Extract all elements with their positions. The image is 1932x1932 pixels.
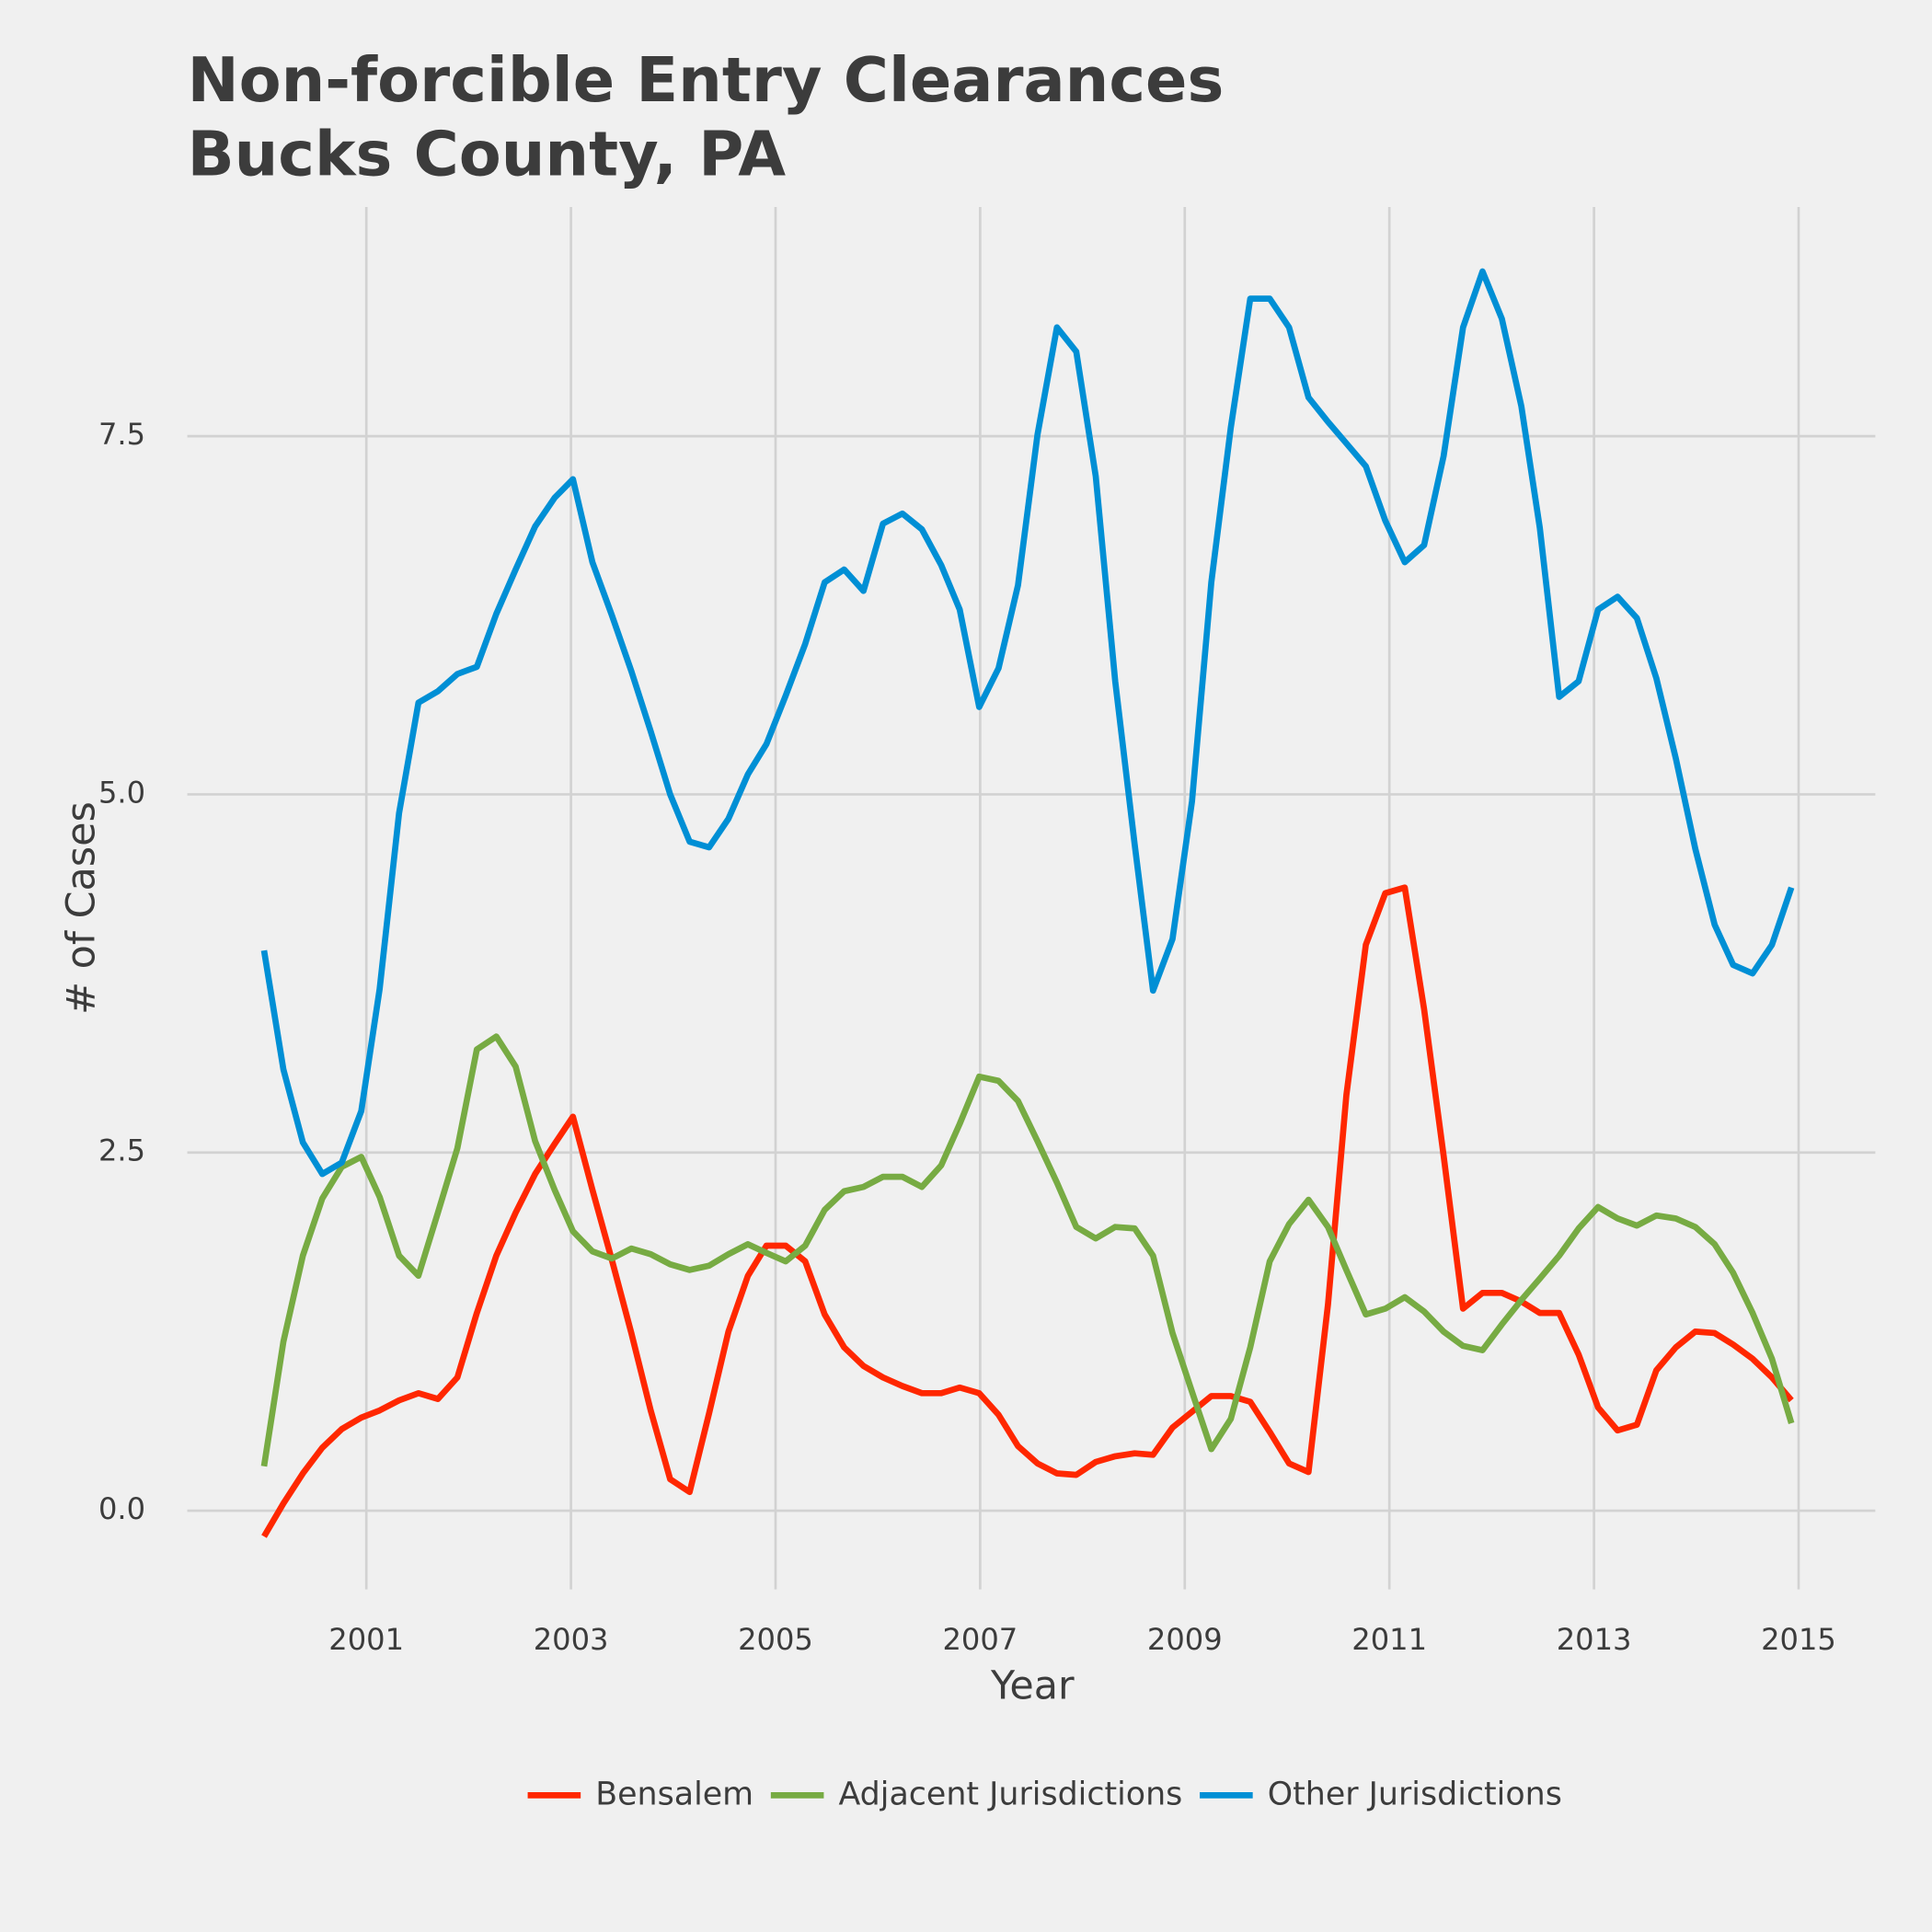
- chart-title: Non-forcible Entry Clearances Bucks Count…: [188, 44, 1225, 190]
- y-tick-label: 5.0: [98, 775, 145, 810]
- x-tick-label: 2005: [738, 1622, 813, 1657]
- y-tick-label: 2.5: [98, 1133, 145, 1168]
- legend-label: Other Jurisdictions: [1268, 1776, 1562, 1812]
- legend-label: Bensalem: [595, 1776, 753, 1812]
- legend-label: Adjacent Jurisdictions: [838, 1776, 1182, 1812]
- data-line: [260, 268, 1795, 1178]
- x-tick-label: 2007: [942, 1622, 1018, 1657]
- x-tick-label: 2001: [328, 1622, 404, 1657]
- y-axis-title: # of Cases: [59, 801, 105, 1015]
- data-line: [260, 1033, 1795, 1467]
- y-tick-label: 7.5: [98, 417, 145, 452]
- x-tick-label: 2013: [1557, 1622, 1632, 1657]
- x-tick-label: 2015: [1761, 1622, 1836, 1657]
- data-line: [261, 884, 1794, 1538]
- x-axis-title: Year: [990, 1662, 1075, 1708]
- x-tick-label: 2003: [534, 1622, 609, 1657]
- x-tick-label: 2009: [1147, 1622, 1223, 1657]
- y-tick-label: 0.0: [98, 1491, 145, 1526]
- x-tick-label: 2011: [1351, 1622, 1427, 1657]
